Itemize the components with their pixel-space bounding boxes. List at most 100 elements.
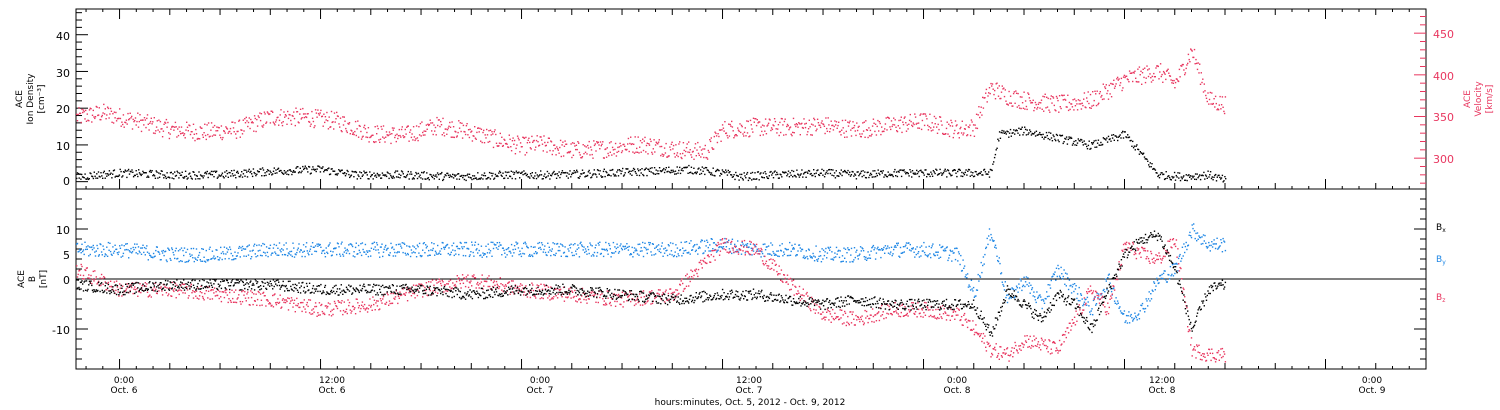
velocity-point <box>170 128 172 130</box>
density-point <box>588 169 590 172</box>
velocity-point <box>878 121 881 123</box>
velocity-point <box>1115 83 1117 85</box>
velocity-point <box>1152 79 1154 81</box>
velocity-point <box>871 125 874 127</box>
velocity-point <box>693 158 695 160</box>
bz-point <box>119 287 122 289</box>
velocity-point <box>192 137 194 139</box>
density-point <box>415 171 417 174</box>
velocity-point <box>1064 99 1067 101</box>
by-point <box>437 244 439 247</box>
density-point <box>416 177 419 180</box>
density-point <box>1101 143 1104 146</box>
density-point <box>183 177 185 179</box>
velocity-point <box>744 127 746 129</box>
density-point <box>921 171 924 173</box>
density-point <box>1136 144 1138 146</box>
density-point <box>643 169 646 171</box>
velocity-point <box>854 130 856 132</box>
by-point <box>676 255 678 258</box>
velocity-point <box>187 130 189 132</box>
velocity-point <box>941 124 943 126</box>
by-point <box>1208 244 1211 247</box>
density-point <box>1128 136 1131 138</box>
density-point <box>112 170 115 172</box>
by-point <box>818 255 820 258</box>
bz-point <box>183 283 185 286</box>
by-point <box>404 252 406 254</box>
velocity-point <box>1077 99 1080 101</box>
by-point <box>523 253 526 255</box>
density-point <box>724 172 726 174</box>
by-point <box>308 254 310 256</box>
density-point <box>595 173 597 176</box>
density-point <box>596 169 599 171</box>
by-point <box>418 252 420 254</box>
velocity-point <box>1026 108 1028 111</box>
by-point <box>83 253 85 256</box>
by-point <box>1196 232 1199 234</box>
by-point <box>397 251 399 253</box>
bz-point <box>265 305 267 307</box>
by-point <box>841 255 844 257</box>
bz-point <box>125 289 127 292</box>
by-point <box>304 255 306 258</box>
by-point <box>711 238 713 240</box>
density-point <box>217 176 219 178</box>
density-point <box>1009 128 1012 131</box>
bz-point <box>109 285 111 288</box>
by-point <box>314 245 317 247</box>
velocity-point <box>919 114 921 116</box>
by-point <box>206 259 208 261</box>
velocity-point <box>1212 102 1214 105</box>
bz-point <box>210 289 213 291</box>
density-point <box>302 165 304 168</box>
density-point <box>107 174 110 176</box>
density-point <box>138 169 140 171</box>
velocity-point <box>199 126 201 128</box>
by-point <box>772 250 774 253</box>
velocity-point <box>971 121 973 123</box>
density-point <box>632 169 634 172</box>
by-point <box>1020 280 1022 282</box>
density-point <box>883 176 885 178</box>
by-point <box>908 249 911 251</box>
velocity-point <box>204 134 207 137</box>
velocity-point <box>112 113 114 115</box>
velocity-point <box>172 126 174 128</box>
by-point <box>494 244 496 246</box>
density-point <box>838 175 840 177</box>
by-point <box>832 258 834 260</box>
velocity-point <box>632 151 634 153</box>
by-point <box>776 250 778 252</box>
density-point <box>777 173 779 176</box>
by-point <box>247 254 250 256</box>
bz-point <box>182 292 184 294</box>
density-point <box>642 173 644 176</box>
velocity-point <box>805 122 807 125</box>
velocity-point <box>547 141 549 144</box>
by-point <box>1132 320 1134 322</box>
velocity-point <box>931 122 933 124</box>
by-point <box>567 248 569 250</box>
velocity-point <box>1081 102 1083 104</box>
velocity-point <box>645 144 648 147</box>
velocity-point <box>107 107 110 110</box>
density-point <box>1095 139 1097 142</box>
density-point <box>94 175 96 177</box>
density-point <box>445 174 447 177</box>
velocity-point <box>890 128 892 131</box>
by-point <box>467 248 470 250</box>
velocity-point <box>226 127 228 129</box>
velocity-point <box>997 95 1000 97</box>
bz-point <box>192 297 195 299</box>
density-point <box>434 175 436 177</box>
by-point <box>883 246 885 249</box>
density-point <box>425 178 427 180</box>
by-point <box>315 250 318 253</box>
velocity-point <box>118 117 120 120</box>
by-point <box>161 252 164 254</box>
velocity-point <box>548 137 550 139</box>
density-point <box>1069 137 1071 140</box>
velocity-point <box>716 141 719 144</box>
